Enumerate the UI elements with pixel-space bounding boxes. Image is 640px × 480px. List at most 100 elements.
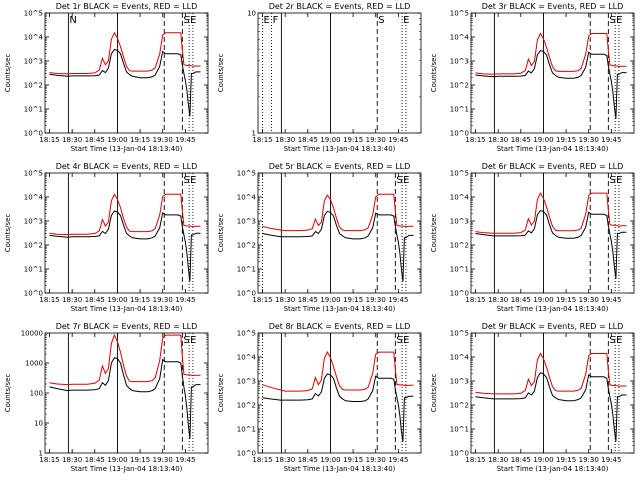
- x-tick-label: 18:30: [62, 136, 82, 144]
- y-axis-label: Counts/sec: [430, 214, 438, 253]
- x-axis-label: Start Time (13-Jan-04 18:13:40): [284, 305, 396, 313]
- lld-series-line: [262, 193, 414, 232]
- y-tick-label: 10^0: [450, 450, 469, 458]
- x-tick-label: 19:45: [601, 296, 621, 304]
- y-tick-label: 10^0: [24, 290, 43, 298]
- event-marker-label: E: [403, 15, 409, 26]
- y-tick-label: 10^2: [450, 82, 469, 90]
- event-marker-label: S: [378, 15, 384, 26]
- x-tick-label: 18:15: [465, 456, 485, 464]
- x-tick-label: 19:15: [343, 296, 363, 304]
- event-marker-label: S: [183, 335, 189, 346]
- y-axis-label: Counts/sec: [4, 214, 12, 253]
- x-axis-label: Start Time (13-Jan-04 18:13:40): [71, 145, 183, 153]
- event-marker-label: E: [190, 15, 196, 26]
- panel-title: Det 3r BLACK = Events, RED = LLD: [482, 2, 624, 11]
- x-tick-label: 18:15: [39, 456, 59, 464]
- x-tick-label: 18:30: [62, 456, 82, 464]
- events-series-line: [49, 357, 201, 439]
- lld-series-line: [475, 352, 627, 395]
- x-tick-label: 18:45: [298, 456, 318, 464]
- x-tick-label: 19:45: [388, 456, 408, 464]
- x-axis-label: Start Time (13-Jan-04 18:13:40): [284, 145, 396, 153]
- y-axis-label: Counts/sec: [4, 54, 12, 93]
- event-marker-label: S: [609, 335, 615, 346]
- detector-panel-7: Det 7r BLACK = Events, RED = LLD 1 10 100 10…: [4, 322, 209, 473]
- x-tick-label: 19:15: [130, 456, 150, 464]
- detector-panel-5: Det 5r BLACK = Events, RED = LLD 10^0 10^1…: [217, 162, 422, 313]
- y-tick-label: 10000: [21, 330, 43, 338]
- y-tick-label: 10^3: [450, 58, 469, 66]
- y-tick-label: 10^5: [237, 330, 256, 338]
- y-tick-label: 10^1: [450, 426, 469, 434]
- y-tick-label: 10^1: [237, 426, 256, 434]
- x-tick-label: 18:15: [465, 296, 485, 304]
- x-tick-label: 18:45: [85, 296, 105, 304]
- x-tick-label: 19:00: [107, 296, 127, 304]
- x-tick-label: 19:30: [153, 296, 173, 304]
- y-axis-label: Counts/sec: [217, 374, 225, 413]
- y-tick-label: 10^3: [24, 218, 43, 226]
- y-tick-label: 10^1: [237, 266, 256, 274]
- x-tick-label: 19:15: [343, 136, 363, 144]
- panel-title: Det 1r BLACK = Events, RED = LLD: [56, 2, 198, 11]
- plot-frame: [470, 12, 635, 134]
- y-tick-label: 10^3: [237, 378, 256, 386]
- event-marker-label: E: [190, 175, 196, 186]
- x-tick-label: 19:45: [388, 136, 408, 144]
- x-tick-label: 19:00: [107, 136, 127, 144]
- y-tick-label: 10^4: [450, 194, 470, 202]
- x-tick-label: 19:00: [320, 456, 340, 464]
- x-tick-label: 18:15: [39, 296, 59, 304]
- x-axis-label: Start Time (13-Jan-04 18:13:40): [71, 465, 183, 473]
- y-tick-label: 10^3: [450, 218, 469, 226]
- detector-panel-6: Det 6r BLACK = Events, RED = LLD 10^0 10^1…: [430, 162, 635, 313]
- x-tick-label: 18:15: [465, 136, 485, 144]
- x-tick-label: 19:30: [153, 136, 173, 144]
- x-tick-label: 18:45: [298, 136, 318, 144]
- event-marker-label: S: [609, 175, 615, 186]
- x-tick-label: 19:45: [175, 296, 195, 304]
- plot-frame: [470, 332, 635, 454]
- lld-series-line: [49, 31, 201, 75]
- y-tick-label: 10^5: [24, 170, 43, 178]
- panel-title: Det 6r BLACK = Events, RED = LLD: [482, 162, 624, 171]
- panel-title: Det 2r BLACK = Events, RED = LLD: [269, 2, 411, 11]
- y-tick-label: 10: [247, 10, 256, 18]
- x-tick-label: 19:45: [175, 136, 195, 144]
- y-tick-label: 1: [39, 450, 43, 458]
- lld-series-line: [262, 351, 414, 392]
- y-tick-label: 10^5: [450, 10, 469, 18]
- x-tick-label: 18:45: [511, 456, 531, 464]
- events-series-line: [49, 48, 201, 117]
- event-marker-label: E: [616, 15, 622, 26]
- x-tick-label: 18:15: [252, 136, 272, 144]
- plot-frame: [257, 172, 422, 294]
- lld-series-line: [475, 192, 627, 234]
- y-tick-label: 1000: [25, 360, 43, 368]
- event-marker-label: E: [403, 175, 409, 186]
- y-tick-label: 10^5: [450, 170, 469, 178]
- x-tick-label: 19:30: [366, 296, 386, 304]
- y-tick-label: 1: [252, 130, 256, 138]
- y-tick-label: 10: [34, 420, 43, 428]
- plot-frame: [257, 332, 422, 454]
- y-tick-label: 10^4: [450, 34, 470, 42]
- x-tick-label: 18:45: [298, 296, 318, 304]
- y-tick-label: 10^3: [450, 378, 469, 386]
- event-marker-label: F: [273, 15, 279, 26]
- x-tick-label: 19:30: [579, 136, 599, 144]
- plot-frame: [470, 172, 635, 294]
- y-tick-label: 10^0: [450, 130, 469, 138]
- y-tick-label: 10^4: [237, 354, 257, 362]
- x-axis-label: Start Time (13-Jan-04 18:13:40): [497, 465, 609, 473]
- x-axis-label: Start Time (13-Jan-04 18:13:40): [71, 305, 183, 313]
- y-tick-label: 10^0: [237, 290, 256, 298]
- x-axis-label: Start Time (13-Jan-04 18:13:40): [284, 465, 396, 473]
- plot-frame: [44, 332, 209, 454]
- event-marker-label: S: [396, 335, 402, 346]
- y-tick-label: 10^2: [24, 242, 43, 250]
- events-series-line: [262, 210, 414, 282]
- detector-panel-9: Det 9r BLACK = Events, RED = LLD 10^0 10^1…: [430, 322, 635, 473]
- y-tick-label: 10^2: [24, 82, 43, 90]
